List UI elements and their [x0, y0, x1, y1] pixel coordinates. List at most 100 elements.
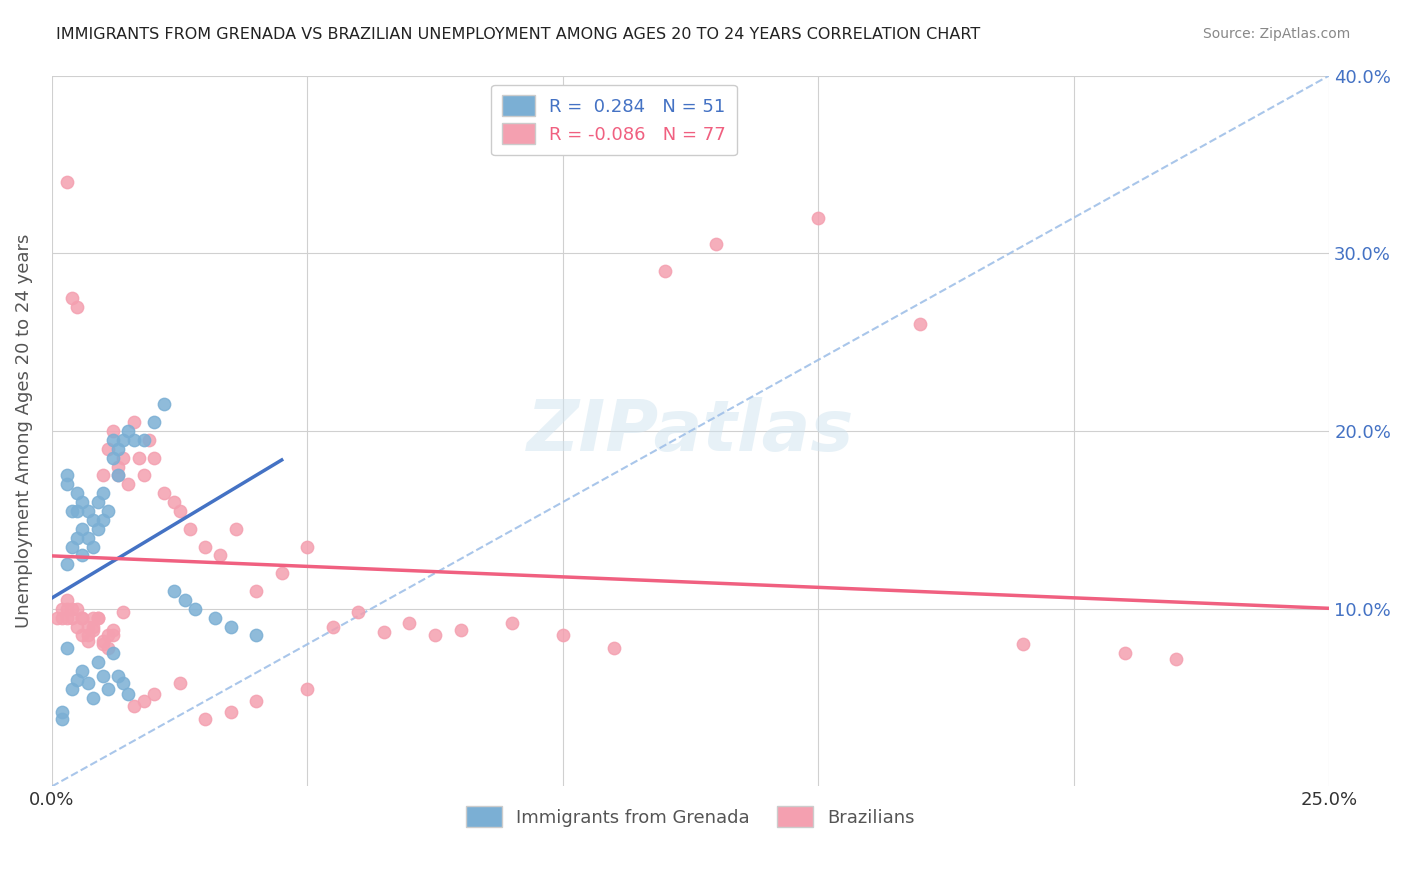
Point	[91, 633, 114, 648]
Point	[45, 610, 67, 624]
Point	[60, 291, 83, 305]
Text: ZIPatlas: ZIPatlas	[527, 397, 855, 466]
Point	[184, 601, 207, 615]
Point	[72, 628, 94, 642]
Point	[1011, 637, 1033, 651]
Point	[72, 610, 94, 624]
Point	[72, 610, 94, 624]
Point	[91, 513, 114, 527]
Point	[91, 486, 114, 500]
Point	[347, 605, 370, 619]
Legend: Immigrants from Grenada, Brazilians: Immigrants from Grenada, Brazilians	[458, 799, 922, 834]
Point	[56, 477, 79, 491]
Point	[142, 450, 165, 465]
Point	[66, 619, 89, 633]
Point	[209, 549, 232, 563]
Point	[101, 628, 124, 642]
Point	[76, 531, 98, 545]
Point	[76, 628, 98, 642]
Point	[66, 504, 89, 518]
Point	[297, 540, 319, 554]
Point	[322, 619, 344, 633]
Point	[117, 687, 139, 701]
Point	[97, 681, 120, 696]
Point	[132, 468, 155, 483]
Point	[60, 504, 83, 518]
Point	[91, 637, 114, 651]
Point	[56, 610, 79, 624]
Point	[72, 664, 94, 678]
Point	[107, 468, 129, 483]
Point	[132, 433, 155, 447]
Point	[245, 694, 267, 708]
Point	[142, 687, 165, 701]
Point	[225, 522, 247, 536]
Point	[66, 601, 89, 615]
Point	[107, 669, 129, 683]
Y-axis label: Unemployment Among Ages 20 to 24 years: Unemployment Among Ages 20 to 24 years	[15, 234, 32, 628]
Point	[112, 433, 135, 447]
Point	[72, 549, 94, 563]
Point	[76, 633, 98, 648]
Point	[66, 300, 89, 314]
Point	[107, 442, 129, 456]
Point	[82, 513, 104, 527]
Point	[179, 522, 201, 536]
Point	[101, 433, 124, 447]
Point	[72, 522, 94, 536]
Point	[101, 646, 124, 660]
Point	[51, 712, 73, 726]
Point	[76, 619, 98, 633]
Point	[87, 495, 110, 509]
Point	[51, 601, 73, 615]
Point	[117, 477, 139, 491]
Point	[153, 486, 176, 500]
Point	[297, 681, 319, 696]
Point	[60, 540, 83, 554]
Point	[128, 450, 150, 465]
Point	[60, 681, 83, 696]
Point	[60, 601, 83, 615]
Point	[219, 619, 242, 633]
Point	[66, 486, 89, 500]
Point	[450, 623, 472, 637]
Point	[122, 415, 145, 429]
Point	[107, 468, 129, 483]
Point	[169, 676, 191, 690]
Point	[56, 468, 79, 483]
Point	[173, 592, 195, 607]
Point	[101, 623, 124, 637]
Point	[1164, 651, 1187, 665]
Point	[142, 415, 165, 429]
Point	[51, 610, 73, 624]
Point	[132, 694, 155, 708]
Point	[122, 433, 145, 447]
Point	[82, 623, 104, 637]
Point	[87, 522, 110, 536]
Point	[56, 592, 79, 607]
Point	[551, 628, 574, 642]
Point	[72, 495, 94, 509]
Point	[97, 504, 120, 518]
Point	[97, 640, 120, 655]
Point	[654, 264, 676, 278]
Point	[87, 655, 110, 669]
Point	[56, 601, 79, 615]
Point	[153, 397, 176, 411]
Point	[163, 495, 186, 509]
Point	[76, 504, 98, 518]
Point	[97, 628, 120, 642]
Point	[245, 628, 267, 642]
Point	[66, 531, 89, 545]
Point	[398, 615, 420, 630]
Text: IMMIGRANTS FROM GRENADA VS BRAZILIAN UNEMPLOYMENT AMONG AGES 20 TO 24 YEARS CORR: IMMIGRANTS FROM GRENADA VS BRAZILIAN UNE…	[56, 27, 980, 42]
Point	[97, 442, 120, 456]
Point	[87, 610, 110, 624]
Point	[56, 175, 79, 189]
Point	[219, 705, 242, 719]
Point	[603, 640, 626, 655]
Point	[56, 640, 79, 655]
Point	[82, 610, 104, 624]
Point	[138, 433, 160, 447]
Point	[704, 237, 727, 252]
